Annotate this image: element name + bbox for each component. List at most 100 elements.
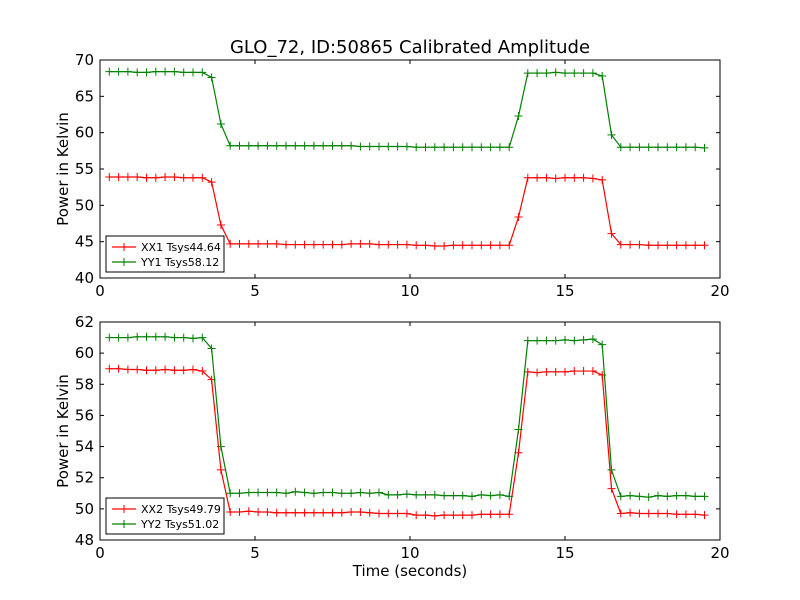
- data-point: [644, 143, 653, 152]
- data-point: [607, 130, 616, 139]
- data-point: [458, 511, 467, 520]
- data-point: [375, 509, 383, 518]
- data-point: [514, 111, 523, 120]
- data-point: [681, 510, 690, 519]
- data-point: [105, 333, 114, 342]
- legend-box: [105, 497, 225, 535]
- data-point: [412, 241, 421, 250]
- data-point: [412, 490, 421, 499]
- legend-entry-label: XX2 Tsys49.79: [141, 503, 221, 516]
- data-point: [365, 239, 374, 248]
- data-point: [672, 491, 681, 500]
- data-point: [691, 492, 700, 501]
- data-point: [523, 336, 532, 345]
- data-point: [244, 141, 253, 150]
- data-point: [347, 489, 356, 498]
- legend-entry-label: YY2 Tsys51.02: [140, 518, 219, 531]
- data-point: [570, 336, 579, 345]
- data-point: [607, 465, 616, 474]
- data-point: [282, 489, 290, 498]
- data-point: [588, 367, 597, 376]
- data-point: [691, 510, 700, 519]
- data-point: [402, 240, 411, 249]
- data-point: [468, 143, 476, 152]
- data-point: [319, 240, 328, 249]
- data-point: [282, 508, 290, 517]
- data-point: [486, 491, 495, 500]
- data-point: [300, 508, 309, 517]
- data-point: [533, 69, 542, 78]
- data-point: [105, 172, 114, 181]
- data-point: [300, 488, 309, 497]
- data-point: [254, 239, 263, 248]
- data-point: [449, 241, 458, 250]
- data-point: [356, 507, 365, 516]
- data-point: [309, 240, 318, 249]
- data-point: [412, 511, 421, 520]
- data-point: [551, 367, 560, 376]
- data-point: [161, 67, 170, 76]
- data-point: [533, 368, 542, 377]
- legend: XX1 Tsys44.64 YY1 Tsys58.12: [105, 235, 225, 273]
- data-point: [282, 141, 290, 150]
- data-point: [654, 509, 662, 518]
- data-point: [654, 491, 662, 500]
- data-point: [216, 119, 225, 128]
- data-point: [561, 173, 569, 182]
- data-point: [644, 509, 653, 518]
- data-point: [309, 141, 318, 150]
- data-point: [365, 489, 374, 498]
- top-plot: 0 5 10 15 20 40 45 50 55 60 65 70 Power in Kelvin XX1…: [54, 51, 730, 300]
- data-point: [263, 507, 272, 516]
- data-point: [337, 240, 346, 249]
- data-point: [588, 69, 597, 78]
- y-tick-label: 54: [75, 438, 94, 456]
- data-point: [272, 239, 281, 248]
- data-point: [123, 365, 132, 374]
- data-point: [663, 241, 672, 250]
- data-point: [542, 173, 551, 182]
- data-point: [291, 487, 300, 496]
- data-point: [681, 491, 690, 500]
- data-point: [309, 508, 318, 517]
- data-point: [384, 142, 393, 151]
- data-point: [198, 68, 207, 77]
- data-point: [663, 509, 672, 518]
- data-point: [291, 508, 300, 517]
- data-point: [505, 492, 514, 501]
- data-point: [189, 334, 197, 343]
- data-point: [626, 491, 635, 500]
- x-tick-label: 20: [710, 544, 729, 562]
- data-point: [505, 510, 514, 519]
- data-point: [319, 488, 328, 497]
- bottom-plot: 0 5 10 15 20 48 50 52 54 56 58 60 62 Power in Kelvin T…: [54, 313, 730, 580]
- data-point: [142, 173, 151, 182]
- data-point: [114, 172, 123, 181]
- data-point: [328, 488, 337, 497]
- data-point: [700, 241, 709, 250]
- data-point: [672, 143, 681, 152]
- x-tick-label: 15: [555, 544, 574, 562]
- data-point: [347, 239, 356, 248]
- y-tick-label: 48: [75, 531, 94, 549]
- data-point: [700, 492, 709, 501]
- data-point: [635, 143, 644, 152]
- series-1: [105, 67, 709, 152]
- data-point: [672, 241, 681, 250]
- data-point: [440, 491, 449, 500]
- data-point: [440, 511, 449, 520]
- data-point: [207, 178, 216, 187]
- y-tick-label: 55: [75, 160, 94, 178]
- data-point: [477, 510, 486, 519]
- data-point: [319, 508, 328, 517]
- data-point: [226, 507, 235, 516]
- data-point: [365, 142, 374, 151]
- data-point: [244, 507, 253, 516]
- data-point: [235, 489, 244, 498]
- data-point: [170, 172, 179, 181]
- data-point: [402, 490, 411, 499]
- data-point: [272, 488, 281, 497]
- y-tick-label: 58: [75, 375, 94, 393]
- data-point: [681, 143, 690, 152]
- data-point: [123, 172, 132, 181]
